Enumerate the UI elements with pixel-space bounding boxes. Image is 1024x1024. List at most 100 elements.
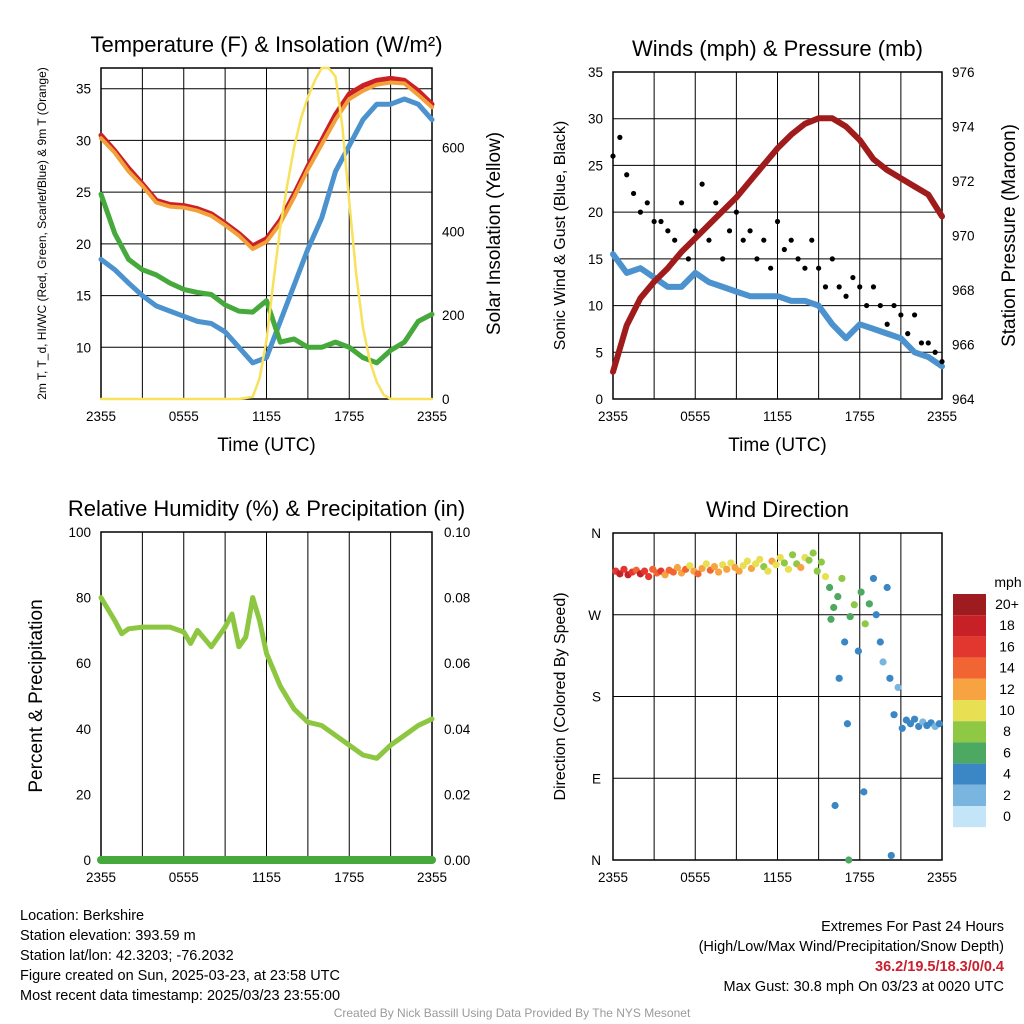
x-tick-label: 0555 [680,409,710,424]
x-tick-label: 1755 [845,870,875,885]
x-tick-label: 1755 [334,870,364,885]
direction-point [743,557,751,565]
gust-point [774,218,781,225]
direction-point [673,563,682,572]
gust-point [651,218,657,225]
y-tick-label: 20 [76,237,91,252]
gust-point [720,256,726,262]
direction-point [694,570,702,578]
x-axis-label: Time (UTC) [728,435,827,456]
y-tick-label: 35 [588,65,603,80]
station-info: Location: Berkshire Station elevation: 3… [20,906,340,1006]
chart-title: Wind Direction [706,497,849,522]
direction-point [827,615,835,623]
legend-swatch [953,763,986,785]
extremes-values: 36.2/19.5/18.3/0/0.4 [875,959,1004,975]
legend-swatch [953,657,986,679]
legend-label: 16 [999,638,1015,654]
direction-point [910,715,919,723]
x-tick-label: 2355 [927,870,957,885]
chart-title: Temperature (F) & Insolation (W/m²) [90,32,442,57]
x-tick-label: 1155 [763,870,792,885]
y-tick-label: 25 [588,158,603,173]
direction-point [845,856,853,864]
direction-point [723,565,731,573]
direction-point [838,574,846,583]
y-tick-label: 0 [83,853,91,868]
direction-point [835,674,843,682]
direction-panel: 2355 0555 1155 1755 2355 Wind Direction N E S W N D… [552,497,1022,885]
legend-swatch [953,678,986,700]
gust-point [884,321,890,327]
direction-point [872,611,880,619]
chart-title: Winds (mph) & Pressure (mb) [632,36,923,61]
y-right-tick-label: 0.00 [444,853,470,868]
direction-point [846,612,854,621]
gust-point [761,237,767,243]
direction-point [887,851,895,860]
x-tick-label: 1155 [252,870,281,885]
direction-point [890,711,898,719]
gust-point [672,237,678,243]
gust-point [678,200,685,206]
gust-point [685,256,691,262]
info-location: Location: Berkshire [20,908,145,924]
direction-point [702,560,710,568]
temperature-panel: 2355 0555 1155 1755 2355 Temperature (F) & In… [35,32,505,456]
legend-label: 18 [999,617,1015,633]
legend-swatch [953,700,986,722]
direction-point [841,638,849,646]
legend-swatch [953,615,986,637]
x-tick-label: 2355 [417,870,447,885]
y-axis-label: Direction (Colored By Speed) [552,592,569,800]
winds-panel: 2355 0555 1155 1755 2355 Winds (mph) & Pressu… [552,36,1020,456]
y-right-tick-label: 0.08 [444,591,470,606]
legend-label: 0 [1003,808,1011,824]
direction-point [645,573,653,581]
x-tick-label: 2355 [927,409,957,424]
legend-swatch [953,594,986,616]
legend-label: 10 [999,702,1015,718]
direction-point [825,583,834,592]
sonic-wind-line [610,251,945,370]
y-right-tick-label: 976 [952,65,975,80]
x-tick-label: 2355 [598,409,628,424]
y-tick-label: 100 [68,525,91,540]
plot-frame [612,71,943,400]
direction-point [772,561,780,569]
y-right-tick-label: 968 [952,283,975,298]
info-timestamp: Most recent data timestamp: 2025/03/23 2… [20,988,341,1004]
y-tick-label: 15 [76,289,91,304]
direction-point [883,583,891,592]
gust-point [692,228,698,234]
gust-point [829,256,835,262]
extremes-legend: (High/Low/Max Wind/Precipitation/Snow De… [698,939,1004,955]
direction-point [756,555,764,563]
gust-point [706,237,712,243]
legend-swatch [953,806,986,828]
info-created: Figure created on Sun, 2025-03-23, at 23… [20,968,340,984]
y-tick-label: 60 [76,656,91,671]
wind-chill-line [98,96,435,366]
x-axis-label: Time (UTC) [217,435,316,456]
direction-point [813,567,821,575]
info-latlon: Station lat/lon: 42.3203; -76.2032 [20,948,234,964]
y-right-tick-label: 0.10 [444,525,470,540]
gust-point [857,284,863,290]
y-tick-label: 20 [588,205,603,220]
direction-point [686,562,694,570]
gust-point [802,265,808,271]
direction-point [714,568,723,576]
direction-point [865,600,873,608]
direction-point [894,683,902,692]
gust-point [795,256,801,262]
credit-line: Created By Nick Bassill Using Data Provi… [333,1006,691,1020]
y-tick-label: 0 [595,392,603,407]
direction-point [861,620,869,628]
y-tick-label: 5 [595,345,603,360]
legend-label: 4 [1003,766,1011,782]
direction-point [764,567,772,575]
x-tick-label: 0555 [680,870,710,885]
gust-point [822,284,829,290]
y-tick-label: 10 [76,340,91,355]
